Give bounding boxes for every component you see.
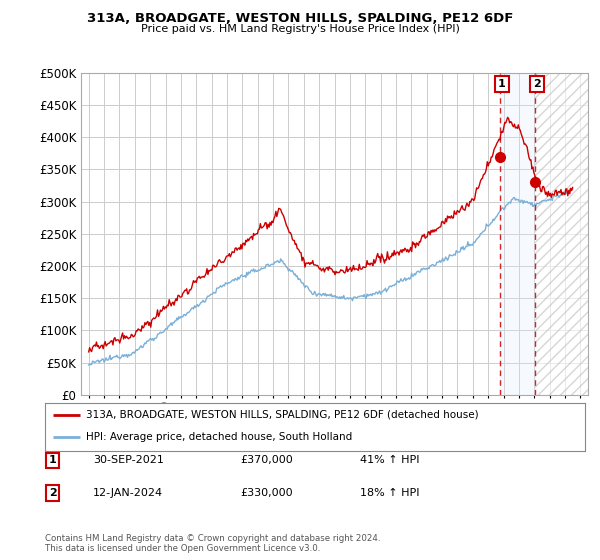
Text: 18% ↑ HPI: 18% ↑ HPI [360, 488, 419, 498]
Bar [500, 73, 535, 395]
Text: Price paid vs. HM Land Registry's House Price Index (HPI): Price paid vs. HM Land Registry's House … [140, 24, 460, 34]
Text: 2: 2 [49, 488, 56, 498]
Text: 313A, BROADGATE, WESTON HILLS, SPALDING, PE12 6DF: 313A, BROADGATE, WESTON HILLS, SPALDING,… [87, 12, 513, 25]
Text: 30-SEP-2021: 30-SEP-2021 [93, 455, 164, 465]
Text: 2: 2 [533, 80, 541, 89]
Text: Contains HM Land Registry data © Crown copyright and database right 2024.
This d: Contains HM Land Registry data © Crown c… [45, 534, 380, 553]
Text: 313A, BROADGATE, WESTON HILLS, SPALDING, PE12 6DF (detached house): 313A, BROADGATE, WESTON HILLS, SPALDING,… [86, 409, 478, 419]
Text: 1: 1 [498, 80, 506, 89]
Bar [535, 73, 588, 395]
Text: £330,000: £330,000 [240, 488, 293, 498]
Text: 12-JAN-2024: 12-JAN-2024 [93, 488, 163, 498]
Text: 1: 1 [49, 455, 56, 465]
Text: £370,000: £370,000 [240, 455, 293, 465]
Text: 41% ↑ HPI: 41% ↑ HPI [360, 455, 419, 465]
Text: HPI: Average price, detached house, South Holland: HPI: Average price, detached house, Sout… [86, 432, 352, 442]
